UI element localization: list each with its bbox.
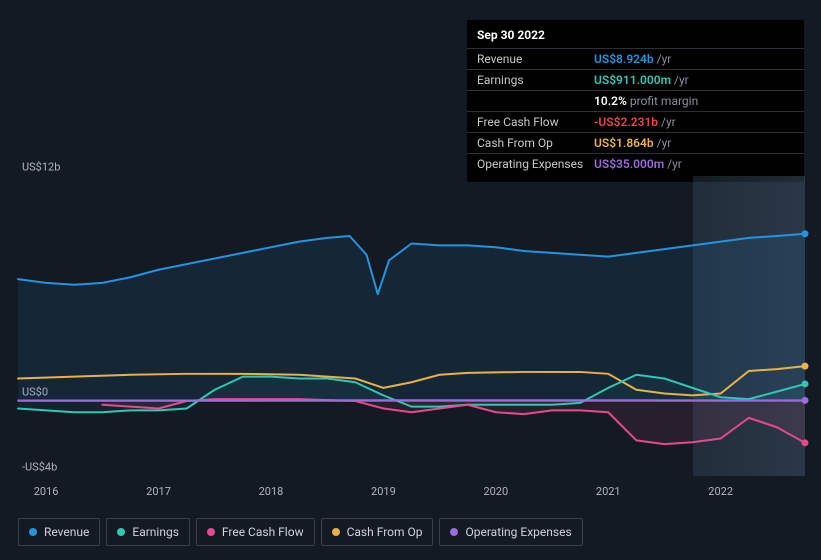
legend-item[interactable]: Revenue: [18, 518, 100, 546]
tooltip-row: RevenueUS$8.924b/yr: [467, 48, 804, 69]
tooltip-row-label: Cash From Op: [477, 136, 594, 150]
tooltip-row: Free Cash Flow-US$2.231b/yr: [467, 111, 804, 132]
tooltip-row-label: Earnings: [477, 73, 594, 87]
tooltip-row-value: 10.2%: [594, 94, 627, 108]
tooltip-row-unit: /yr: [657, 136, 672, 150]
legend-label: Earnings: [132, 525, 179, 539]
legend-label: Cash From Op: [347, 525, 423, 539]
chart-plot-area: [18, 160, 805, 476]
legend-swatch-icon: [450, 528, 458, 536]
x-axis: 2016 2017 2018 2019 2020 2021 2022: [18, 485, 805, 500]
series-endpoint: [802, 230, 809, 237]
tooltip-row-unit: /yr: [674, 73, 689, 87]
tooltip-row-value: US$911.000m: [594, 73, 671, 87]
legend-swatch-icon: [207, 528, 215, 536]
legend-item[interactable]: Cash From Op: [321, 518, 434, 546]
legend-label: Operating Expenses: [465, 525, 571, 539]
tooltip-row-label: [477, 94, 594, 108]
legend-swatch-icon: [332, 528, 340, 536]
tooltip-row-value: US$1.864b: [594, 136, 654, 150]
series-endpoint: [802, 380, 809, 387]
financial-chart[interactable]: US$12bUS$0-US$4b: [18, 160, 805, 476]
tooltip-row-unit: profit margin: [630, 94, 698, 108]
series-endpoint: [802, 439, 809, 446]
chart-legend: Revenue Earnings Free Cash Flow Cash From O…: [18, 518, 583, 546]
x-axis-tick: 2017: [146, 485, 171, 498]
x-axis-tick: 2018: [259, 485, 284, 498]
tooltip-row: EarningsUS$911.000m/yr: [467, 69, 804, 90]
legend-item[interactable]: Operating Expenses: [439, 518, 582, 546]
data-tooltip: Sep 30 2022 RevenueUS$8.924b/yrEarningsU…: [467, 20, 804, 182]
tooltip-rows: RevenueUS$8.924b/yrEarningsUS$911.000m/y…: [467, 48, 804, 174]
x-axis-tick: 2022: [708, 485, 733, 498]
x-axis-tick: 2020: [483, 485, 508, 498]
tooltip-row: Cash From OpUS$1.864b/yr: [467, 132, 804, 153]
series-endpoint: [802, 363, 809, 370]
series-endpoint: [802, 397, 809, 404]
tooltip-row-label: Free Cash Flow: [477, 115, 594, 129]
legend-swatch-icon: [29, 528, 37, 536]
series-fill: [18, 234, 805, 401]
tooltip-row-unit: /yr: [661, 115, 676, 129]
tooltip-row-label: Revenue: [477, 52, 594, 66]
legend-swatch-icon: [117, 528, 125, 536]
tooltip-row-value: -US$2.231b: [594, 115, 658, 129]
x-axis-tick: 2021: [596, 485, 621, 498]
legend-item[interactable]: Free Cash Flow: [196, 518, 315, 546]
x-axis-tick: 2016: [34, 485, 59, 498]
legend-label: Revenue: [44, 525, 89, 539]
legend-item[interactable]: Earnings: [106, 518, 190, 546]
tooltip-row-value: US$8.924b: [594, 52, 654, 66]
legend-label: Free Cash Flow: [222, 525, 304, 539]
tooltip-row-unit: /yr: [657, 52, 672, 66]
x-axis-tick: 2019: [371, 485, 396, 498]
tooltip-row: 10.2%profit margin: [467, 90, 804, 111]
tooltip-date: Sep 30 2022: [467, 28, 804, 48]
